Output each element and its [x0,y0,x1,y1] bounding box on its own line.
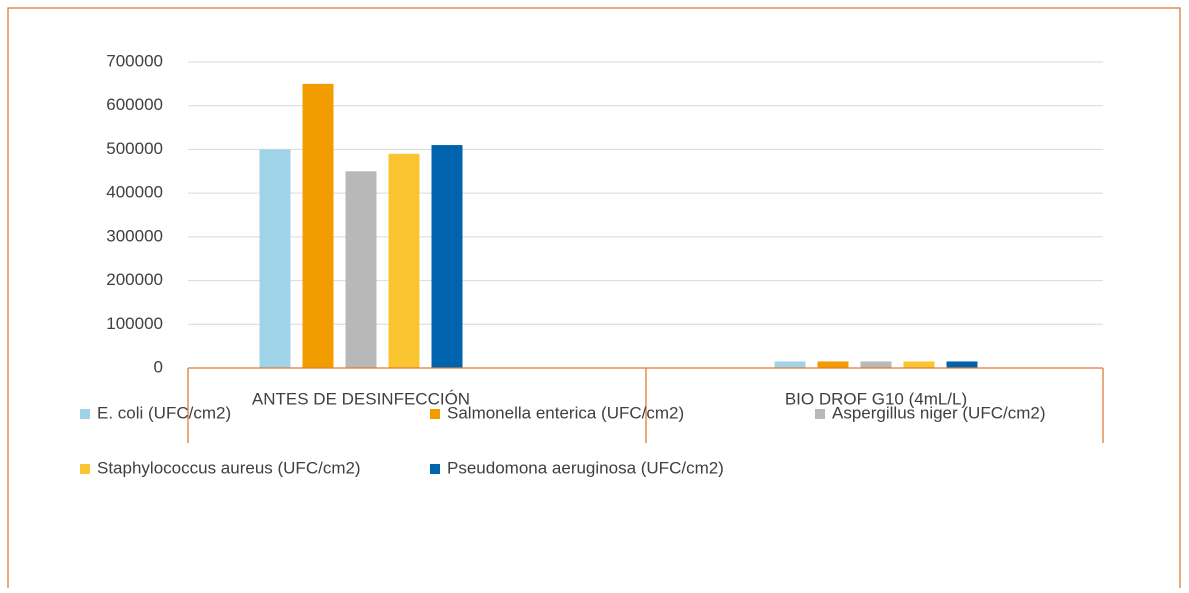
legend-label: Aspergillus niger (UFC/cm2) [832,403,1046,422]
y-tick-label: 400000 [106,183,163,202]
bars [259,83,978,368]
legend-label: Salmonella enterica (UFC/cm2) [447,403,684,422]
y-tick-label: 100000 [106,314,163,333]
category-axis [187,367,1104,443]
legend-label: Staphylococcus aureus (UFC/cm2) [97,458,361,477]
x-tick-label: ANTES DE DESINFECCIÓN [252,389,470,408]
y-tick-label: 300000 [106,226,163,245]
bar [817,361,849,368]
bar [860,361,892,368]
y-tick-label: 500000 [106,139,163,158]
y-tick-label: 600000 [106,95,163,114]
chart-border [7,7,1181,593]
grid [188,61,1103,369]
bar [302,83,334,368]
bar [774,361,806,368]
legend-swatch [430,464,440,474]
legend-label: E. coli (UFC/cm2) [97,403,231,422]
legend-swatch [80,409,90,419]
y-tick-label: 200000 [106,270,163,289]
bar [259,149,291,368]
legend-label: Pseudomona aeruginosa (UFC/cm2) [447,458,724,477]
legend-swatch [80,464,90,474]
legend-swatch [430,409,440,419]
bar [388,153,420,368]
x-tick-label: BIO DROF G10 (4mL/L) [785,389,967,408]
bar [946,361,978,368]
bar [903,361,935,368]
bar [345,171,377,368]
y-tick-label: 0 [154,357,163,376]
bar [431,145,463,368]
y-tick-label: 700000 [106,51,163,70]
legend-swatch [815,409,825,419]
